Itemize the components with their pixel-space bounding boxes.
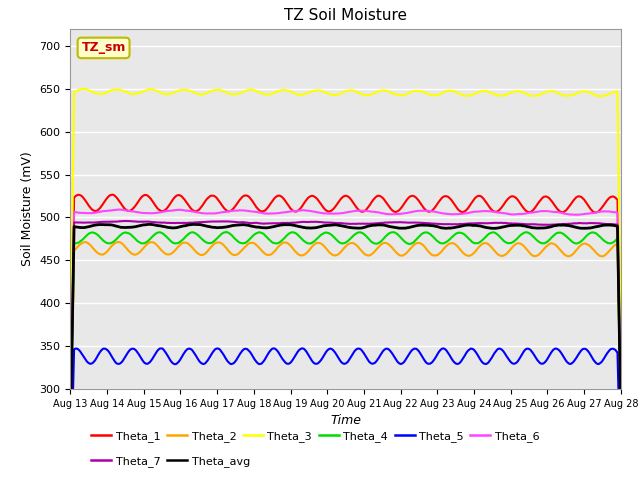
Line: Theta_7: Theta_7 bbox=[70, 221, 621, 434]
Theta_7 bbox=[300, 219, 308, 225]
Theta_7 bbox=[122, 218, 130, 224]
Theta_2 bbox=[109, 241, 117, 247]
X-axis label: Time: Time bbox=[330, 414, 361, 427]
Theta_avg bbox=[132, 224, 140, 229]
Theta_7 bbox=[322, 220, 330, 226]
Theta_avg bbox=[617, 413, 625, 419]
Theta_7 bbox=[380, 220, 388, 226]
Theta_6 bbox=[132, 209, 140, 215]
Theta_6 bbox=[115, 207, 123, 213]
Theta_1 bbox=[109, 192, 117, 198]
Theta_5 bbox=[132, 347, 140, 353]
Theta_5 bbox=[322, 350, 330, 356]
Theta_6 bbox=[312, 209, 319, 215]
Theta_1 bbox=[132, 203, 140, 208]
Theta_avg bbox=[322, 223, 330, 228]
Theta_5 bbox=[109, 356, 117, 361]
Theta_4 bbox=[312, 237, 319, 243]
Theta_2 bbox=[312, 240, 319, 246]
Theta_4 bbox=[67, 441, 74, 447]
Theta_6 bbox=[322, 211, 330, 216]
Theta_3 bbox=[67, 367, 74, 372]
Theta_6 bbox=[380, 211, 388, 216]
Text: TZ_sm: TZ_sm bbox=[81, 41, 126, 54]
Theta_3 bbox=[312, 88, 319, 94]
Theta_1 bbox=[312, 195, 319, 201]
Theta_4 bbox=[132, 236, 140, 242]
Theta_7 bbox=[109, 219, 117, 225]
Theta_avg bbox=[145, 221, 153, 227]
Theta_avg bbox=[67, 433, 74, 439]
Line: Theta_3: Theta_3 bbox=[70, 89, 621, 370]
Legend: Theta_7, Theta_avg: Theta_7, Theta_avg bbox=[87, 452, 255, 471]
Theta_6 bbox=[300, 207, 308, 213]
Y-axis label: Soil Moisture (mV): Soil Moisture (mV) bbox=[21, 151, 34, 266]
Line: Theta_2: Theta_2 bbox=[70, 242, 621, 449]
Theta_3 bbox=[617, 338, 625, 344]
Theta_4 bbox=[109, 239, 117, 245]
Theta_2 bbox=[322, 245, 330, 251]
Theta_4 bbox=[380, 235, 388, 241]
Theta_3 bbox=[300, 91, 308, 97]
Theta_1 bbox=[380, 196, 388, 202]
Theta_2 bbox=[67, 446, 74, 452]
Theta_3 bbox=[132, 91, 140, 96]
Theta_avg bbox=[380, 222, 388, 228]
Theta_7 bbox=[312, 219, 319, 225]
Theta_1 bbox=[300, 200, 308, 206]
Theta_1 bbox=[322, 207, 330, 213]
Line: Theta_4: Theta_4 bbox=[70, 232, 621, 444]
Theta_2 bbox=[82, 239, 90, 245]
Theta_5 bbox=[270, 346, 278, 351]
Theta_6 bbox=[617, 405, 625, 410]
Theta_2 bbox=[380, 240, 388, 246]
Theta_3 bbox=[80, 86, 88, 92]
Theta_1 bbox=[617, 399, 625, 405]
Theta_avg bbox=[109, 222, 117, 228]
Line: Theta_avg: Theta_avg bbox=[70, 224, 621, 436]
Theta_2 bbox=[617, 422, 625, 428]
Theta_2 bbox=[132, 252, 140, 257]
Theta_5 bbox=[380, 347, 388, 353]
Theta_6 bbox=[67, 426, 74, 432]
Theta_1 bbox=[67, 420, 74, 426]
Theta_3 bbox=[380, 87, 388, 93]
Theta_7 bbox=[132, 218, 140, 224]
Theta_4 bbox=[222, 229, 230, 235]
Theta_7 bbox=[617, 411, 625, 417]
Theta_5 bbox=[312, 361, 319, 367]
Line: Theta_1: Theta_1 bbox=[70, 195, 621, 423]
Theta_avg bbox=[300, 225, 308, 230]
Line: Theta_6: Theta_6 bbox=[70, 210, 621, 429]
Theta_avg bbox=[312, 225, 319, 230]
Theta_5 bbox=[300, 346, 308, 352]
Theta_2 bbox=[300, 252, 308, 258]
Theta_1 bbox=[108, 192, 116, 198]
Line: Theta_5: Theta_5 bbox=[70, 348, 621, 480]
Theta_4 bbox=[300, 239, 308, 244]
Theta_7 bbox=[67, 431, 74, 437]
Theta_3 bbox=[109, 87, 117, 93]
Theta_3 bbox=[322, 90, 330, 96]
Title: TZ Soil Moisture: TZ Soil Moisture bbox=[284, 9, 407, 24]
Theta_6 bbox=[109, 207, 117, 213]
Theta_4 bbox=[617, 418, 625, 424]
Theta_4 bbox=[322, 230, 330, 236]
